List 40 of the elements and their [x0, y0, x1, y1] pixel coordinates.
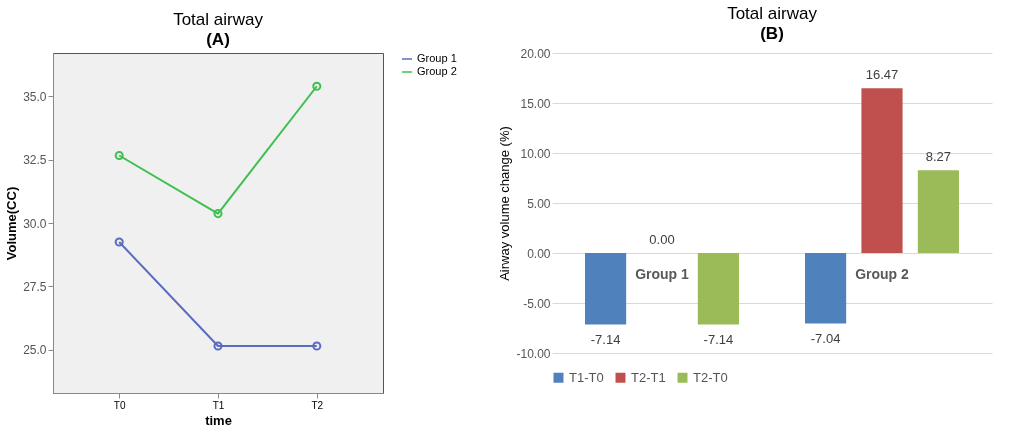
bar — [917, 170, 959, 253]
y-tick-label: 35.0 — [23, 89, 47, 104]
y-tick-label: 15.00 — [520, 96, 551, 111]
legend-label: Group 2 — [417, 65, 457, 77]
y-tick-label: 30.0 — [23, 216, 47, 231]
point — [213, 341, 223, 351]
chart-title: Total airway — [173, 10, 264, 29]
legend-label: Group 1 — [417, 52, 457, 64]
point — [213, 209, 223, 219]
y-tick-label: 0.00 — [527, 246, 551, 261]
y-tick-label: 5.00 — [527, 196, 551, 211]
text: (B) — [760, 24, 784, 43]
data-label: 0.00 — [649, 232, 675, 247]
bar — [805, 253, 847, 324]
data-label: 16.47 — [865, 67, 899, 83]
text: (A) — [206, 30, 230, 49]
x-axis-title: time — [205, 412, 232, 428]
y-tick-label: 27.5 — [23, 279, 47, 294]
data-label: -7.04 — [810, 331, 841, 347]
chart-title: Total airway — [727, 4, 818, 23]
legend-label: T1-T0 — [569, 369, 604, 385]
data-label: -7.14 — [703, 332, 734, 348]
y-tick-label: -5.00 — [523, 296, 551, 311]
x-tick-label: T1 — [212, 399, 225, 411]
y-axis-title: Volume(CC) — [4, 186, 20, 261]
bar — [697, 253, 739, 325]
data-label: 8.27 — [925, 149, 952, 165]
y-axis-title: Airway volume change (%) — [497, 126, 513, 281]
data-label: -7.14 — [590, 332, 621, 348]
y-tick-label: 25.0 — [23, 343, 47, 358]
bar — [585, 253, 627, 325]
x-tick-label: T2 — [311, 399, 324, 411]
y-tick-label: 20.00 — [520, 46, 551, 61]
legend-label: T2-T0 — [693, 369, 728, 385]
legend-label: T2-T1 — [631, 369, 666, 385]
y-tick-label: -10.00 — [516, 346, 551, 361]
y-tick-label: 32.5 — [23, 153, 47, 168]
bar — [861, 88, 903, 253]
y-tick-label: 10.00 — [520, 146, 551, 161]
x-tick-label: T0 — [113, 399, 126, 411]
